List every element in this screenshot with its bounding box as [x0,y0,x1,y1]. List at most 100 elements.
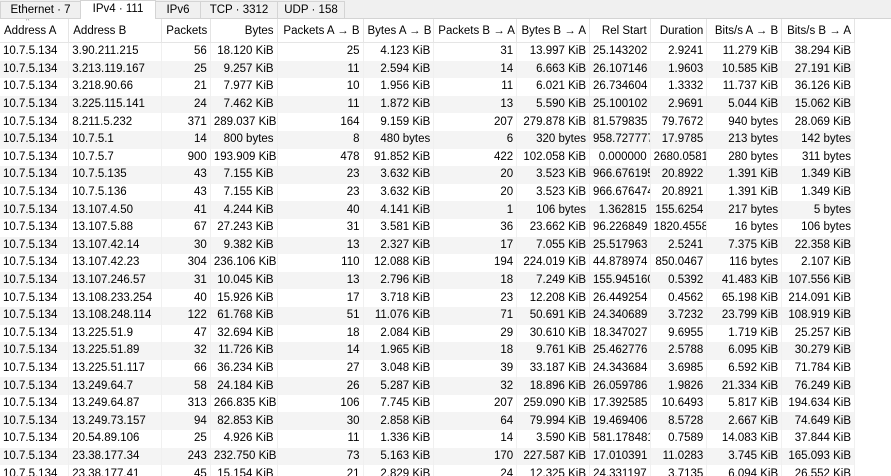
table-cell: 227.587 KiB [516,447,590,466]
table-row[interactable]: 10.7.5.134 10.7.5.1 14 800 bytes 8 480 bytes 6… [0,130,855,149]
table-cell: 279.878 KiB [516,113,590,131]
table-cell: 39 [433,359,518,378]
table-row[interactable]: 10.7.5.134 20.54.89.106 25 4.926 KiB 11 1.336… [0,430,855,448]
table-cell: 41 [161,201,211,219]
table-row[interactable]: 10.7.5.134 8.211.5.232 371 289.037 KiB 164 9.… [0,113,855,131]
table-row[interactable]: 10.7.5.134 13.249.64.87 313 266.835 KiB 106 7… [0,394,855,413]
table-cell: 2.594 KiB [363,60,435,79]
table-cell: 10 [277,78,364,96]
table-cell: 8.5728 [650,412,708,431]
table-cell: 5.817 KiB [706,394,783,413]
tab-ipv4[interactable]: IPv4 · 111 [80,0,156,20]
table-cell: 19.469406 [589,412,651,431]
column-header[interactable]: Bytes B → A [516,19,590,43]
table-cell: 7.745 KiB [363,394,435,413]
table-cell: 33.187 KiB [516,359,590,378]
table-cell: 1.719 KiB [706,324,783,343]
table-row[interactable]: 10.7.5.134 10.7.5.7 900 193.909 KiB 478 91.85… [0,148,855,167]
table-row[interactable]: 10.7.5.134 13.249.73.157 94 82.853 KiB 30 2.8… [0,412,855,431]
table-cell: 81.579835 [589,113,651,131]
table-cell: 38.294 KiB [781,42,855,61]
table-row[interactable]: 10.7.5.134 13.107.42.23 304 236.106 KiB 110 1… [0,254,855,272]
table-cell: 6.663 KiB [516,60,590,79]
table-cell: 10.7.5.134 [0,412,70,431]
table-row[interactable]: 10.7.5.134 13.107.5.88 67 27.243 KiB 31 3.581… [0,218,855,237]
table-row[interactable]: 10.7.5.134 13.108.233.254 40 15.926 KiB 17 3.… [0,289,855,307]
column-header[interactable]: ^ Address A [0,19,70,43]
column-header[interactable]: Duration [650,19,708,43]
table-row[interactable]: 10.7.5.134 10.7.5.135 43 7.155 KiB 23 3.632 K… [0,166,855,184]
table-cell: 304 [161,254,211,272]
table-row[interactable]: 10.7.5.134 23.38.177.34 243 232.750 KiB 73 5.… [0,447,855,466]
table-cell: 12.208 KiB [516,289,590,307]
table-row[interactable]: 10.7.5.134 10.7.5.136 43 7.155 KiB 23 3.632 K… [0,183,855,202]
tab-udp[interactable]: UDP · 158 [277,1,345,18]
table-cell: 61.768 KiB [210,306,278,325]
table-cell: 1.3332 [650,78,708,96]
tab-ethernet[interactable]: Ethernet · 7 [0,1,81,18]
table-row[interactable]: 10.7.5.134 13.108.248.114 122 61.768 KiB 51 1… [0,306,855,325]
table-cell: 2.107 KiB [781,254,855,272]
table-cell: 11 [433,78,518,96]
table-row[interactable]: 10.7.5.134 3.90.211.215 56 18.120 KiB 25 4.12… [0,42,855,61]
tab-ipv6[interactable]: IPv6 [155,1,201,18]
table-row[interactable]: 10.7.5.134 13.107.42.14 30 9.382 KiB 13 2.327… [0,236,855,255]
table-cell: 18.120 KiB [210,42,278,61]
table-row[interactable]: 10.7.5.134 3.225.115.141 24 7.462 KiB 11 1.87… [0,95,855,114]
table-cell: 24.184 KiB [210,377,278,395]
column-header[interactable]: Bits/s B → A [781,19,855,43]
table-cell: 236.106 KiB [210,254,278,272]
table-cell: 26.449254 [589,289,651,307]
table-row[interactable]: 10.7.5.134 13.225.51.9 47 32.694 KiB 18 2.084… [0,324,855,343]
table-cell: 17.010391 [589,447,651,466]
table-cell: 3.590 KiB [516,430,590,448]
column-header[interactable]: Packets [161,19,211,43]
column-header-label: Address A [4,24,57,37]
table-cell: 3.048 KiB [363,359,435,378]
table-cell: 7.155 KiB [210,166,278,184]
table-cell: 3.7232 [650,306,708,325]
table-cell: 10.7.5.134 [0,289,70,307]
table-row[interactable]: 10.7.5.134 23.38.177.41 45 15.154 KiB 21 2.82… [0,465,855,476]
table-cell: 10.7.5.134 [0,42,70,61]
table-cell: 10.7.5.134 [0,342,70,360]
table-cell: 122 [161,306,211,325]
table-cell: 11 [277,95,364,114]
column-header[interactable]: Address B [68,19,163,43]
table-cell: 2.796 KiB [363,271,435,290]
table-cell: 164 [277,113,364,131]
table-row[interactable]: 10.7.5.134 3.213.119.167 25 9.257 KiB 11 2.59… [0,60,855,79]
table-cell: 27.191 KiB [781,60,855,79]
table-cell: 259.090 KiB [516,394,590,413]
column-header[interactable]: Bytes [210,19,278,43]
table-row[interactable]: 10.7.5.134 13.107.4.50 41 4.244 KiB 40 4.141 … [0,201,855,219]
table-cell: 7.462 KiB [210,95,278,114]
table-cell: 966.676474 [589,183,651,202]
table-cell: 16 bytes [706,218,783,237]
table-cell: 2.858 KiB [363,412,435,431]
table-cell: 1.391 KiB [706,183,783,202]
column-header[interactable]: Bytes A → B [363,19,435,43]
table-cell: 3.632 KiB [363,166,435,184]
table-row[interactable]: 10.7.5.134 13.107.246.57 31 10.045 KiB 13 2.7… [0,271,855,290]
table-cell: 25.100102 [589,95,651,114]
table-cell: 20.54.89.106 [68,430,163,448]
table-cell: 51 [277,306,364,325]
table-row[interactable]: 10.7.5.134 13.249.64.7 58 24.184 KiB 26 5.287… [0,377,855,395]
column-header[interactable]: Packets A → B [277,19,364,43]
tab-tcp[interactable]: TCP · 3312 [200,1,278,18]
table-cell: 2.9241 [650,42,708,61]
table-cell: 13.107.5.88 [68,218,163,237]
table-row[interactable]: 10.7.5.134 13.225.51.117 66 36.234 KiB 27 3.0… [0,359,855,378]
table-row[interactable]: 10.7.5.134 13.225.51.89 32 11.726 KiB 14 1.96… [0,342,855,360]
table-cell: 25.462776 [589,342,651,360]
table-row[interactable]: 10.7.5.134 3.218.90.66 21 7.977 KiB 10 1.956 … [0,78,855,96]
column-header[interactable]: Bits/s A → B [706,19,783,43]
table-cell: 900 [161,148,211,167]
table-cell: 37.844 KiB [781,430,855,448]
table-cell: 36.126 KiB [781,78,855,96]
table-cell: 13.107.4.50 [68,201,163,219]
column-header[interactable]: Rel Start [589,19,651,43]
table-cell: 10.7.5.134 [0,130,70,149]
column-header[interactable]: Packets B → A [433,19,518,43]
